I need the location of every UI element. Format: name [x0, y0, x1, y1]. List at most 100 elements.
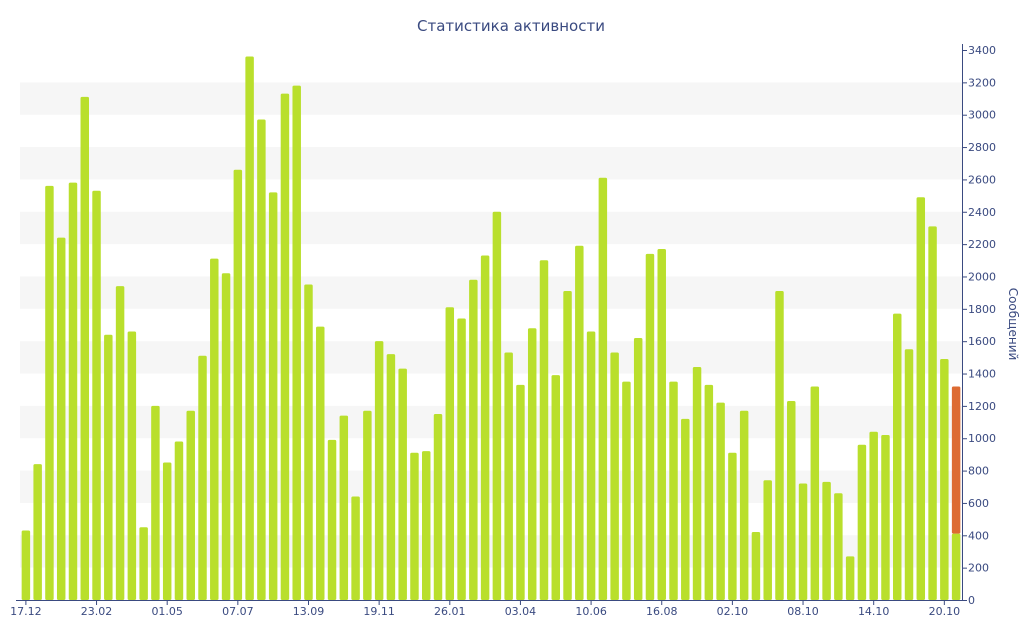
grid-band	[20, 82, 962, 115]
bar	[198, 355, 207, 600]
x-tick-label: 03.04	[505, 605, 537, 618]
grid-band	[20, 276, 962, 309]
bar	[257, 119, 266, 600]
x-tick-label: 20.10	[929, 605, 961, 618]
grid-band	[20, 470, 962, 503]
bar	[469, 279, 478, 600]
y-tick-label: 400	[968, 529, 989, 542]
bar	[504, 352, 513, 600]
bar	[633, 337, 643, 600]
y-tick-label: 3000	[968, 109, 996, 122]
x-tick-label: 07.07	[222, 605, 254, 618]
bar	[104, 334, 113, 600]
bar	[951, 386, 961, 534]
bar	[139, 527, 148, 600]
bar	[280, 93, 290, 601]
bar	[716, 402, 725, 600]
bar	[798, 483, 808, 600]
bar	[610, 352, 619, 600]
bar	[245, 56, 254, 601]
bar	[916, 197, 926, 601]
bar	[162, 462, 172, 600]
bar	[598, 177, 608, 600]
bar	[433, 413, 443, 600]
bar	[575, 245, 584, 600]
grid-band	[20, 341, 962, 374]
bar	[881, 435, 890, 600]
chart-title: Статистика активности	[417, 17, 605, 35]
x-tick-label: 16.08	[646, 605, 678, 618]
x-tick-label: 14.10	[858, 605, 890, 618]
bar	[951, 533, 961, 600]
x-tick-label: 19.11	[363, 605, 395, 618]
bar	[115, 286, 125, 600]
x-tick-labels: 17.12 23.02 01.05 07.07 13.09 19.11 26.01 03.04…	[10, 605, 960, 618]
bar	[480, 255, 490, 601]
bar	[692, 367, 702, 600]
y-tick-label: 1800	[968, 303, 996, 316]
bar	[186, 410, 195, 600]
y-tick-label: 0	[968, 594, 975, 607]
y-tick-label: 2000	[968, 270, 996, 283]
bar	[527, 328, 537, 600]
bar	[739, 410, 749, 600]
bar	[421, 451, 431, 600]
bar	[657, 248, 666, 600]
bar	[174, 441, 184, 600]
bar	[857, 444, 867, 600]
y-tick-labels: 0 200 400 600 800 1000 1200 1400 1600 1800 2000 220…	[968, 44, 996, 607]
x-tick-label: 23.02	[81, 605, 113, 618]
bar	[339, 415, 349, 600]
y-tick-label: 600	[968, 497, 989, 510]
bar	[80, 96, 90, 600]
bar	[645, 253, 655, 600]
bar	[834, 493, 843, 600]
bar	[928, 226, 937, 600]
y-tick-label: 3400	[968, 44, 996, 57]
x-tick-label: 08.10	[787, 605, 819, 618]
bars	[21, 56, 961, 601]
bar	[787, 401, 796, 600]
bar	[622, 381, 631, 600]
bar	[681, 418, 690, 600]
y-tick-label: 2400	[968, 206, 996, 219]
bar	[304, 284, 313, 600]
bar	[728, 452, 737, 600]
bar	[586, 331, 596, 600]
bar	[751, 532, 761, 600]
bar	[351, 496, 360, 600]
bar	[704, 384, 714, 600]
y-tick-label: 1000	[968, 432, 996, 445]
bar	[845, 556, 855, 600]
y-tick-label: 800	[968, 465, 989, 478]
y-tick-label: 200	[968, 562, 989, 575]
y-tick-label: 2600	[968, 173, 996, 186]
bar	[292, 85, 301, 600]
axes	[16, 44, 967, 605]
bar	[457, 318, 466, 600]
bar	[551, 375, 561, 600]
bar	[268, 192, 278, 600]
bar	[810, 386, 820, 600]
bar	[822, 481, 831, 600]
bar	[233, 169, 243, 601]
bar	[127, 331, 137, 600]
bar	[539, 260, 549, 600]
bar	[386, 354, 396, 600]
x-tick-label: 26.01	[434, 605, 466, 618]
bar	[775, 291, 784, 600]
bar	[316, 326, 325, 600]
bar	[869, 431, 878, 600]
y-tick-label: 1400	[968, 368, 996, 381]
y-tick-label: 2200	[968, 238, 996, 251]
grid-bands	[20, 82, 962, 568]
bar	[327, 439, 337, 600]
y-tick-label: 3200	[968, 76, 996, 89]
grid-band	[20, 405, 962, 439]
bar	[363, 410, 372, 600]
bar	[563, 291, 572, 600]
bar	[940, 358, 949, 600]
bar	[45, 185, 54, 600]
x-tick-label: 02.10	[717, 605, 749, 618]
